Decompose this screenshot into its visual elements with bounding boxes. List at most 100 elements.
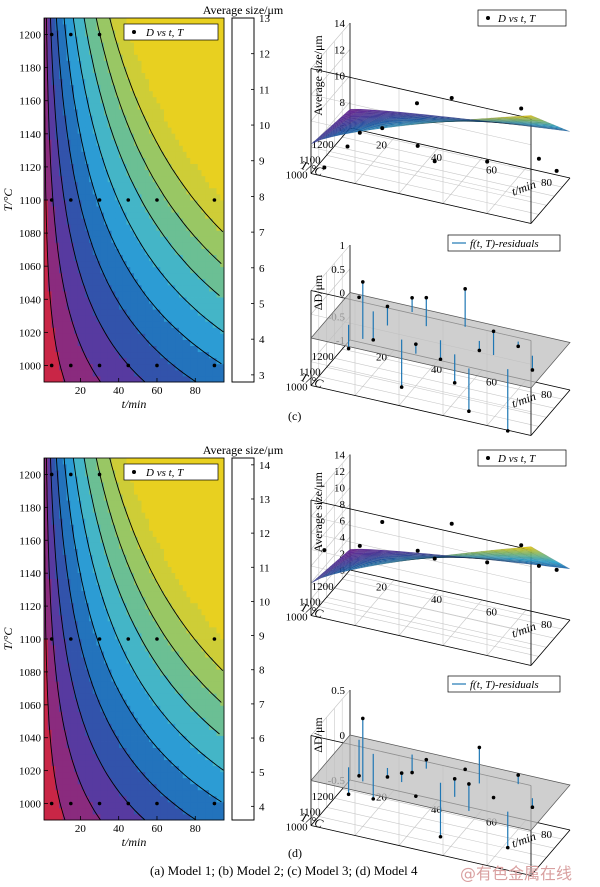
contour-fill-cell <box>89 524 94 531</box>
contour-fill-cell <box>66 200 71 207</box>
contour-fill-cell <box>96 96 101 104</box>
contour-fill-cell <box>126 18 131 25</box>
contour-fill-cell <box>167 753 172 761</box>
contour-fill-cell <box>141 109 146 116</box>
contour-fill-cell <box>92 608 97 616</box>
contour-fill-cell <box>89 236 94 243</box>
contour-fill-cell <box>126 115 131 122</box>
contour-fill-cell <box>66 327 71 334</box>
contour-fill-cell <box>47 230 52 237</box>
contour-fill-cell <box>47 717 52 724</box>
contour-fill-cell <box>81 175 86 183</box>
contour-fill-cell <box>70 795 75 803</box>
contour-fill-cell <box>85 24 90 31</box>
contour-fill-cell <box>55 711 60 718</box>
contour-fill-cell <box>209 327 214 334</box>
contour-fill-cell <box>62 632 67 640</box>
contour-fill-cell <box>160 524 165 531</box>
contour-fill-cell <box>186 327 191 334</box>
contour-fill-cell <box>96 578 101 586</box>
contour-fill-cell <box>100 66 105 73</box>
contour-fill-cell <box>122 494 127 501</box>
contour-fill-cell <box>152 96 157 104</box>
contour-fill-cell <box>145 357 150 365</box>
contour-fill-cell <box>44 608 49 616</box>
contour-fill-cell <box>96 512 101 519</box>
contour-fill-cell <box>115 163 120 171</box>
contour-fill-cell <box>160 102 165 110</box>
contour-fill-cell <box>212 66 217 73</box>
contour-fill-cell <box>55 90 60 98</box>
contour-fill-cell <box>104 542 109 549</box>
contour-fill-cell <box>220 278 225 286</box>
contour-fill-cell <box>96 18 101 25</box>
contour-fill-cell <box>70 309 75 316</box>
contour-fill-cell <box>47 807 52 815</box>
contour-fill-cell <box>115 72 120 80</box>
contour-fill-cell <box>104 747 109 755</box>
contour-fill-cell <box>70 212 75 219</box>
contour-fill-cell <box>179 163 184 171</box>
contour-fill-cell <box>167 747 172 755</box>
contour-fill-cell <box>212 90 217 98</box>
contour-fill-cell <box>96 54 101 61</box>
contour-fill-cell <box>66 518 71 525</box>
contour-fill-cell <box>70 187 75 195</box>
contour-fill-cell <box>59 723 64 730</box>
contour-fill-cell <box>74 602 79 610</box>
contour-fill-cell <box>51 309 56 316</box>
contour-fill-cell <box>89 693 94 700</box>
contour-fill-cell <box>115 813 120 821</box>
contour-fill-cell <box>44 470 49 477</box>
contour-fill-cell <box>85 554 90 561</box>
contour-fill-cell <box>44 30 49 37</box>
contour-fill-cell <box>51 357 56 365</box>
contour-fill-cell <box>85 747 90 755</box>
contour-fill-cell <box>111 584 116 592</box>
contour-fill-cell <box>100 339 105 346</box>
contour-fill-cell <box>70 351 75 359</box>
contour-fill-cell <box>44 675 49 682</box>
contour-fill-cell <box>74 675 79 682</box>
contour-fill-cell <box>66 512 71 519</box>
contour-fill-cell <box>77 554 82 561</box>
contour-fill-cell <box>107 699 112 706</box>
contour-fill-cell <box>85 464 90 471</box>
contour-fill-cell <box>51 699 56 706</box>
contour-fill-cell <box>100 303 105 310</box>
contour-fill-cell <box>100 121 105 128</box>
contour-fill-cell <box>85 369 90 377</box>
contour-fill-cell <box>74 193 79 201</box>
contour-fill-cell <box>205 369 210 377</box>
contour-fill-cell <box>130 536 135 543</box>
contour-fill-cell <box>74 139 79 146</box>
contour-fill-cell <box>122 590 127 598</box>
contour-fill-cell <box>149 109 154 116</box>
contour-fill-cell <box>89 102 94 110</box>
contour-fill-cell <box>130 127 135 134</box>
contour-fill-cell <box>141 741 146 748</box>
contour-fill-cell <box>175 260 180 268</box>
contour-fill-cell <box>100 187 105 195</box>
contour-fill-cell <box>190 260 195 268</box>
contour-fill-cell <box>194 157 199 164</box>
contour-fill-cell <box>104 333 109 340</box>
contour-fill-cell <box>85 717 90 724</box>
contour-fill-cell <box>141 84 146 92</box>
contour-fill-cell <box>201 109 206 116</box>
contour-fill-cell <box>194 187 199 195</box>
contour-fill-cell <box>167 102 172 110</box>
contour-fill-cell <box>149 801 154 809</box>
contour-fill-cell <box>74 54 79 61</box>
contour-fill-cell <box>156 96 161 104</box>
contour-fill-cell <box>89 729 94 736</box>
contour-fill-cell <box>89 783 94 791</box>
contour-fill-cell <box>122 54 127 61</box>
contour-fill-cell <box>96 230 101 237</box>
contour-fill-cell <box>62 777 67 785</box>
contour-fill-cell <box>156 783 161 791</box>
colorbar-tick-label: 10 <box>259 120 271 132</box>
contour-fill-cell <box>130 548 135 555</box>
contour-fill-cell <box>160 813 165 821</box>
contour-fill-cell <box>171 375 176 383</box>
